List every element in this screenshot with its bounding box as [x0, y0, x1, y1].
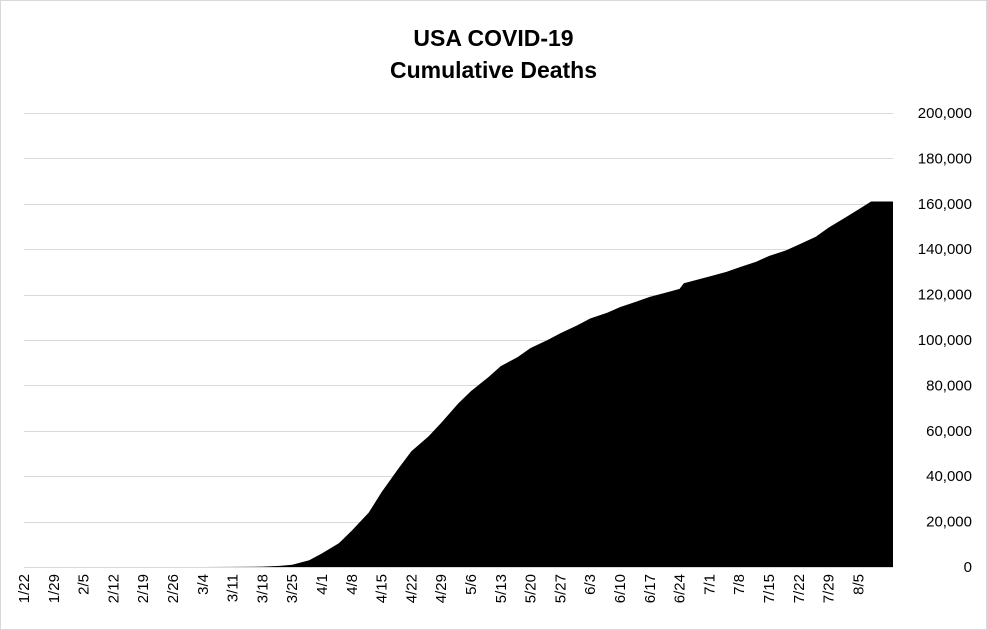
x-tick-label: 4/8	[344, 574, 361, 595]
x-tick-label: 3/11	[225, 574, 242, 602]
y-tick-label: 180,000	[918, 150, 972, 167]
series-area-layer	[24, 201, 893, 567]
x-tick-label: 6/3	[582, 574, 599, 595]
x-tick-label: 1/29	[46, 574, 63, 603]
x-tick-label: 1/22	[16, 574, 33, 603]
x-tick-label: 5/20	[523, 574, 540, 603]
x-tick-label: 4/29	[433, 574, 450, 603]
x-tick-label: 8/5	[850, 574, 867, 595]
x-tick-label: 2/5	[76, 574, 93, 595]
x-tick-label: 5/27	[552, 574, 569, 603]
x-tick-label: 7/22	[791, 574, 808, 603]
x-tick-label: 4/15	[374, 574, 391, 603]
x-tick-label: 7/1	[701, 574, 718, 595]
x-tick-label: 6/17	[642, 574, 659, 603]
y-tick-label: 200,000	[918, 105, 972, 122]
series-area	[24, 201, 893, 567]
y-tick-label: 140,000	[918, 241, 972, 258]
x-tick-label: 4/1	[314, 574, 331, 595]
x-tick-label: 3/4	[195, 574, 212, 595]
y-tick-label: 0	[964, 559, 972, 576]
x-tick-label: 2/19	[135, 574, 152, 603]
x-tick-label: 2/12	[105, 574, 122, 603]
x-tick-label: 5/6	[463, 574, 480, 595]
x-tick-label: 6/10	[612, 574, 629, 603]
x-tick-label: 7/29	[821, 574, 838, 603]
x-tick-label: 3/25	[284, 574, 301, 603]
x-tick-label: 5/13	[493, 574, 510, 603]
y-tick-label: 160,000	[918, 196, 972, 213]
chart-title-line-1: USA COVID-19	[413, 25, 574, 51]
x-tick-label: 6/24	[672, 574, 689, 603]
x-tick-label: 7/8	[731, 574, 748, 595]
x-tick-label: 3/18	[254, 574, 271, 603]
y-tick-label: 100,000	[918, 332, 972, 349]
x-tick-label: 2/26	[165, 574, 182, 603]
x-axis-tick-labels: 1/22 1/29 2/5 2/12 2/19 2/26 3/4 3/11 3/18 3/25 4/…	[16, 574, 867, 603]
y-tick-label: 120,000	[918, 287, 972, 304]
x-tick-label: 4/22	[403, 574, 420, 603]
y-tick-label: 60,000	[926, 423, 972, 440]
chart-title: USA COVID-19 Cumulative Deaths	[0, 22, 987, 86]
y-axis-tick-labels: 0 20,000 40,000 60,000 80,000 100,000 120,000 1…	[918, 105, 972, 576]
y-tick-label: 80,000	[926, 377, 972, 394]
x-tick-label: 7/15	[761, 574, 778, 603]
y-tick-label: 40,000	[926, 468, 972, 485]
y-tick-label: 20,000	[926, 514, 972, 531]
chart-title-line-2: Cumulative Deaths	[389, 57, 598, 83]
